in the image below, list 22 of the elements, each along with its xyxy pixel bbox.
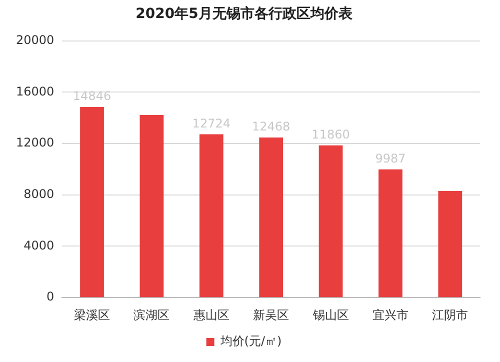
y-tick-label: 12000 [16,136,54,150]
y-tick-label: 0 [46,290,54,304]
bar [199,134,224,298]
x-tick-label: 滨湖区 [134,308,170,322]
bar [438,191,462,298]
x-tick-label: 惠山区 [192,308,230,322]
x-tick-label: 梁溪区 [74,308,110,322]
bar [318,145,343,298]
x-tick-label: 江阴市 [432,308,468,322]
chart-title: 2020年5月无锡市各行政区均价表 [136,5,354,22]
bar [80,106,104,298]
x-tick-label: 新吴区 [253,308,290,322]
y-tick-label: 20000 [16,32,54,47]
y-tick-label: 4000 [24,238,54,252]
bar [140,115,164,298]
bar [378,169,402,298]
y-tick-label: 16000 [16,84,54,98]
y-tick-label: 8000 [24,187,54,202]
legend-label: 均价(元/㎡) [219,334,282,348]
x-tick-label: 宜兴市 [372,308,408,322]
x-tick-label: 锡山区 [312,308,349,322]
bar [259,138,284,298]
